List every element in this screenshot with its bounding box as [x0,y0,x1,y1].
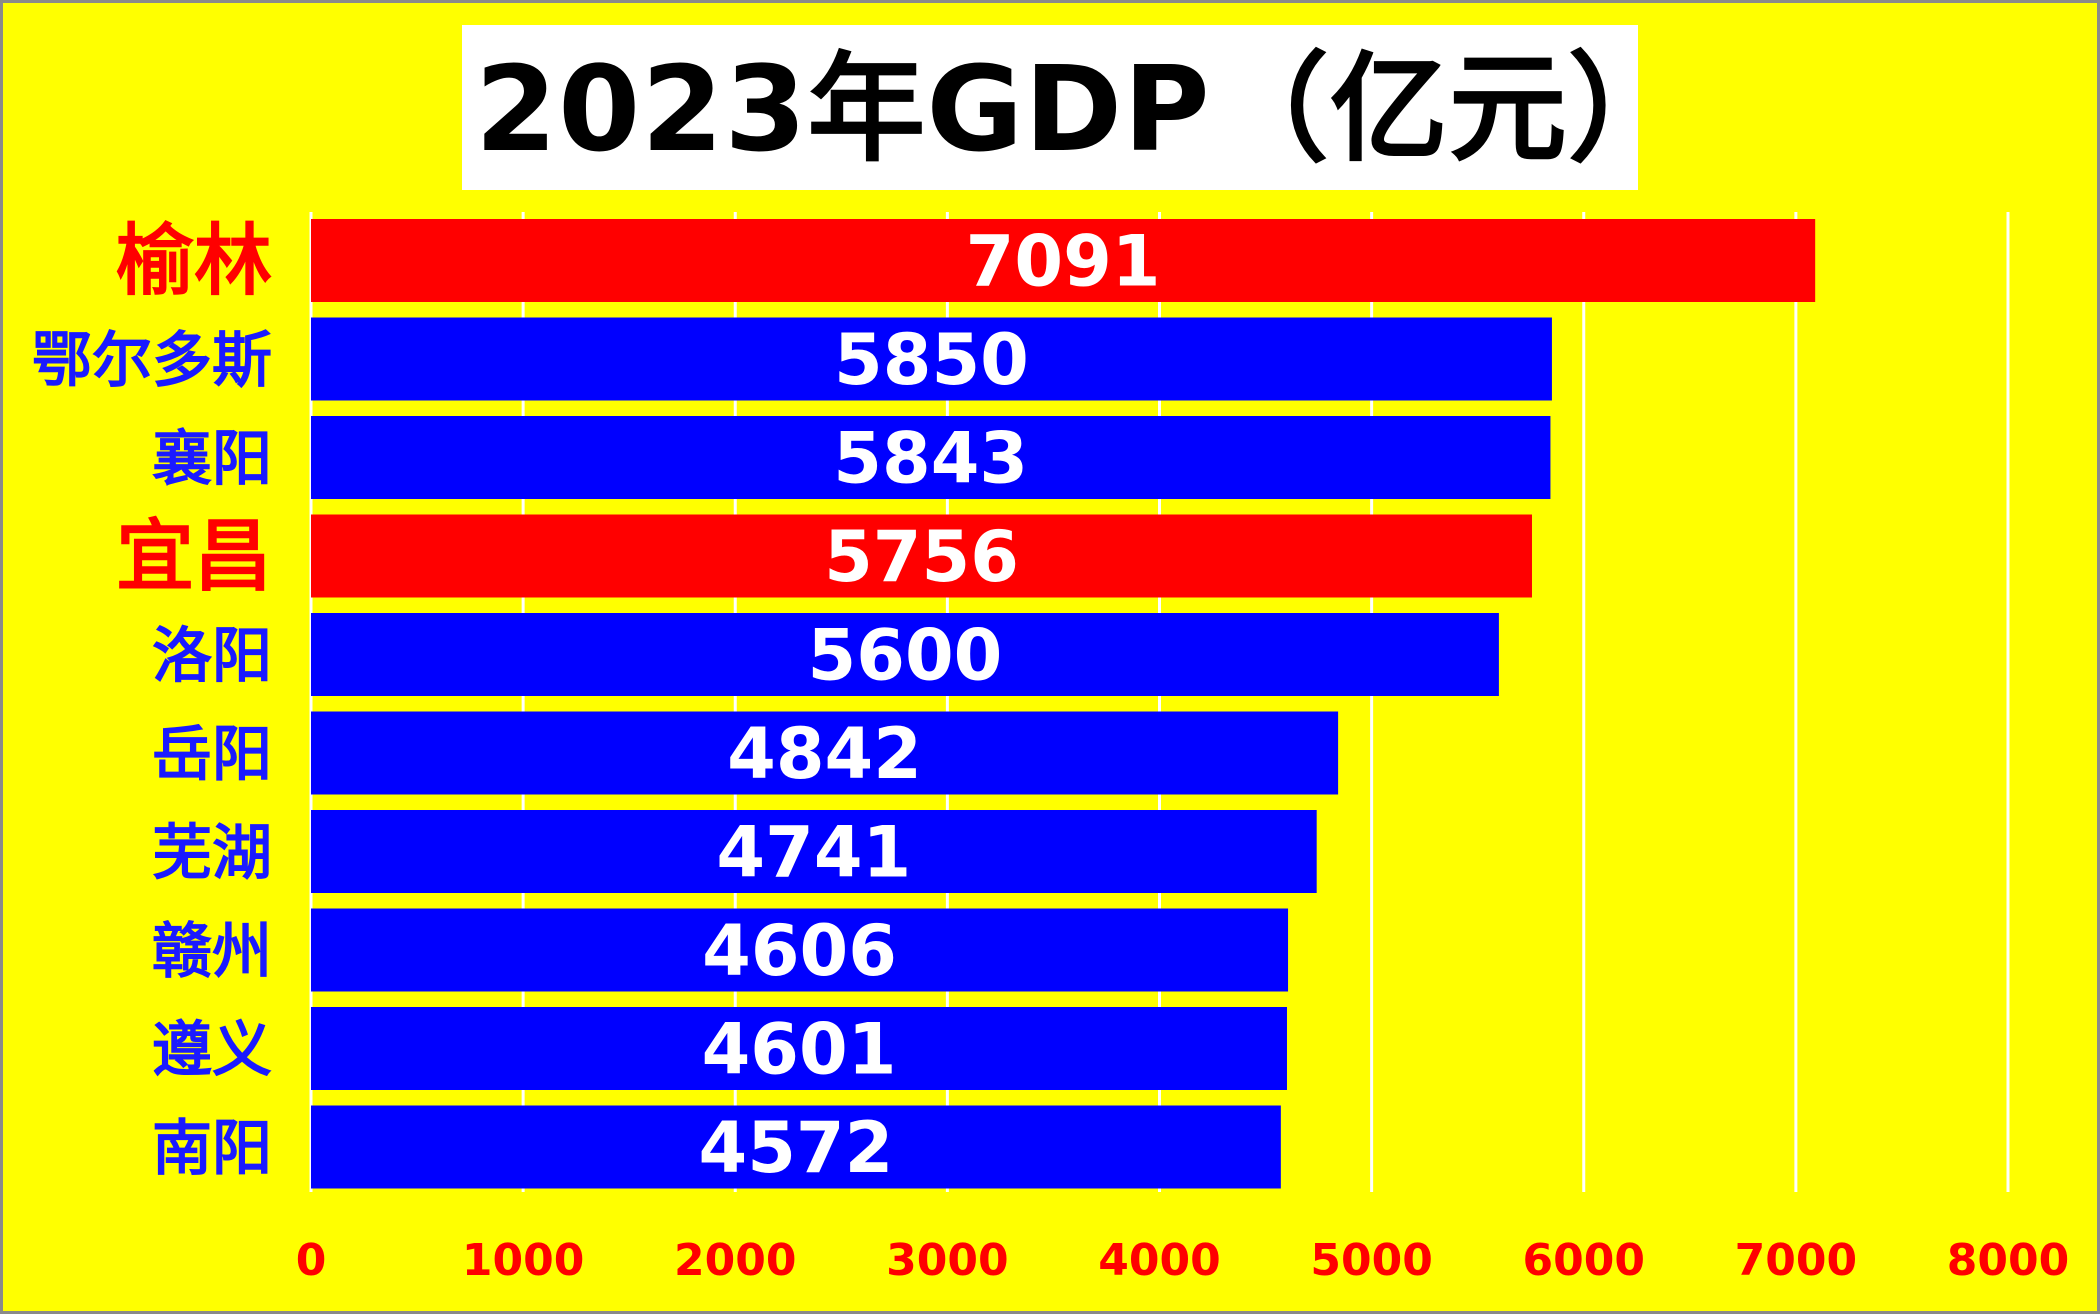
bar [311,711,1339,795]
chart-title: 2023年GDP（亿元） [475,40,1687,178]
value-label: 5756 [824,516,1019,598]
value-label: 7091 [966,221,1161,303]
value-label: 5600 [808,615,1003,697]
bar [311,219,1816,302]
category-label: 榆林 [116,217,272,307]
category-label: 鄂尔多斯 [32,326,272,396]
x-tick-label: 4000 [1098,1235,1220,1286]
value-label: 4606 [702,910,897,992]
x-tick-label: 0 [296,1235,327,1286]
bar [311,1007,1287,1090]
value-label: 5843 [833,418,1028,500]
category-label: 南阳 [152,1114,272,1184]
bar [311,908,1289,992]
value-label: 4842 [727,713,922,795]
value-label: 4601 [702,1009,897,1091]
bar [311,810,1317,893]
bar [311,1105,1281,1189]
category-label: 遵义 [152,1016,272,1086]
bar [311,317,1552,401]
bar [311,416,1551,499]
x-tick-label: 7000 [1735,1235,1857,1286]
category-label: 宜昌 [116,512,272,602]
category-label: 赣州 [152,917,272,987]
x-tick-label: 1000 [462,1235,584,1286]
x-tick-label: 2000 [674,1235,796,1286]
value-label: 4572 [699,1107,894,1189]
x-tick-label: 3000 [886,1235,1008,1286]
category-label: 岳阳 [152,720,272,790]
x-tick-label: 6000 [1523,1235,1645,1286]
value-label: 5850 [834,319,1029,401]
category-label: 洛阳 [152,622,272,692]
category-label: 芜湖 [152,819,272,889]
x-tick-label: 5000 [1310,1235,1432,1286]
title-box [462,25,1638,190]
bar [311,514,1532,598]
bar [311,613,1499,696]
category-label: 襄阳 [152,425,272,495]
x-tick-label: 8000 [1947,1235,2069,1286]
value-label: 4741 [716,812,911,894]
